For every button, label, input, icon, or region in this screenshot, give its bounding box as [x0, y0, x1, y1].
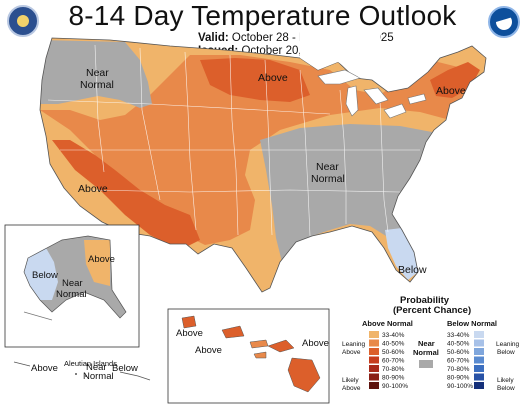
legend-above-swatch — [369, 365, 379, 372]
legend-below-swatch — [474, 331, 484, 338]
label-alaska-near-2: Normal — [56, 289, 87, 300]
legend-leaning-below: Leaning — [496, 341, 520, 348]
label-hawaii-above-1: Above — [176, 328, 203, 339]
label-aleutian-islands: Aleutian Islands — [64, 359, 117, 368]
legend-likely-below-2: Below — [497, 385, 515, 392]
map-title: 8-14 Day Temperature Outlook — [68, 0, 457, 31]
legend-below-swatch — [474, 348, 484, 355]
valid-label: Valid: — [198, 32, 229, 44]
legend-below-bin-label: 90-100% — [447, 383, 473, 390]
legend-above-swatch — [369, 356, 379, 364]
legend-near-swatch — [419, 360, 433, 368]
label-above-northeast: Above — [436, 85, 466, 97]
label-below-florida: Below — [398, 264, 427, 276]
legend-below-bin-label: 50-60% — [447, 349, 470, 356]
legend-below-swatch — [474, 339, 484, 347]
legend-above-bin-label: 80-90% — [382, 375, 405, 382]
legend-above-swatch — [369, 348, 379, 355]
label-alaska-below: Below — [32, 270, 58, 281]
noaa-logo-icon — [488, 6, 520, 38]
legend-below-swatch — [474, 356, 484, 364]
legend-near-heading: Near — [418, 339, 435, 348]
legend-above-bin-label: 40-50% — [382, 341, 405, 348]
region-below-33-40-florida — [385, 228, 418, 280]
alaska-regions — [23, 235, 127, 321]
legend-below-bin-label: 33-40% — [447, 332, 470, 339]
region-above-50-60-north — [200, 58, 310, 102]
legend-leaning-above: Leaning — [342, 341, 366, 348]
legend-below-bin-label: 70-80% — [447, 366, 470, 373]
legend-title: Probability — [400, 295, 450, 306]
legend-likely-above-2: Above — [342, 385, 361, 392]
legend-near-heading-2: Normal — [413, 348, 439, 357]
legend-below-swatch — [474, 382, 484, 389]
hawaii-islands — [181, 315, 321, 393]
label-hawaii-above-2: Above — [195, 345, 222, 356]
legend-below-heading: Below Normal — [447, 319, 497, 328]
label-above-southwest: Above — [78, 183, 108, 195]
label-near-normal-east: Near — [316, 161, 339, 173]
conus-regions — [40, 38, 486, 292]
legend-above-bin-label: 60-70% — [382, 358, 405, 365]
label-near-normal-nw-2: Normal — [80, 79, 114, 91]
state-borders — [47, 44, 420, 237]
legend: Probability (Percent Chance) Above Norma… — [342, 295, 520, 392]
conus-outline — [39, 37, 487, 293]
legend-below-bin-label: 40-50% — [447, 341, 470, 348]
doc-seal-icon — [7, 5, 39, 37]
label-aleutian-near: Near — [86, 362, 107, 373]
label-alaska-above: Above — [88, 254, 115, 265]
legend-likely-below: Likely — [497, 377, 514, 384]
legend-above-bin-label: 33-40% — [382, 332, 405, 339]
canada-whitespace — [300, 30, 380, 78]
label-alaska-near: Near — [62, 278, 83, 289]
label-near-normal-east-2: Normal — [311, 173, 345, 185]
legend-above-bin-label: 50-60% — [382, 349, 405, 356]
legend-above-bin-label: 90-100% — [382, 383, 408, 390]
region-above-50-60-southwest — [52, 140, 200, 250]
legend-above-swatch — [369, 382, 379, 389]
legend-leaning-above-2: Above — [342, 349, 361, 356]
label-aleutian-below: Below — [112, 363, 138, 374]
label-near-normal-nw: Near — [86, 67, 109, 79]
legend-above-bin-label: 70-80% — [382, 366, 405, 373]
great-lakes — [317, 69, 427, 119]
legend-subtitle: (Percent Chance) — [393, 305, 471, 316]
label-aleutian-near-2: Normal — [83, 371, 114, 382]
label-above-north: Above — [258, 72, 288, 84]
legend-below-swatch — [474, 373, 484, 381]
label-aleutian-above: Above — [31, 363, 58, 374]
legend-below-bin-label: 80-90% — [447, 375, 470, 382]
legend-above-swatch — [369, 331, 379, 338]
legend-above-swatch — [369, 373, 379, 381]
legend-below-bin-label: 60-70% — [447, 358, 470, 365]
legend-likely-above: Likely — [342, 377, 359, 384]
legend-above-heading: Above Normal — [362, 319, 413, 328]
legend-above-swatch — [369, 339, 379, 347]
label-hawaii-above-3: Above — [302, 338, 329, 349]
legend-below-swatch — [474, 365, 484, 372]
legend-leaning-below-2: Below — [497, 349, 515, 356]
aleutian-islands-strip — [13, 361, 151, 381]
